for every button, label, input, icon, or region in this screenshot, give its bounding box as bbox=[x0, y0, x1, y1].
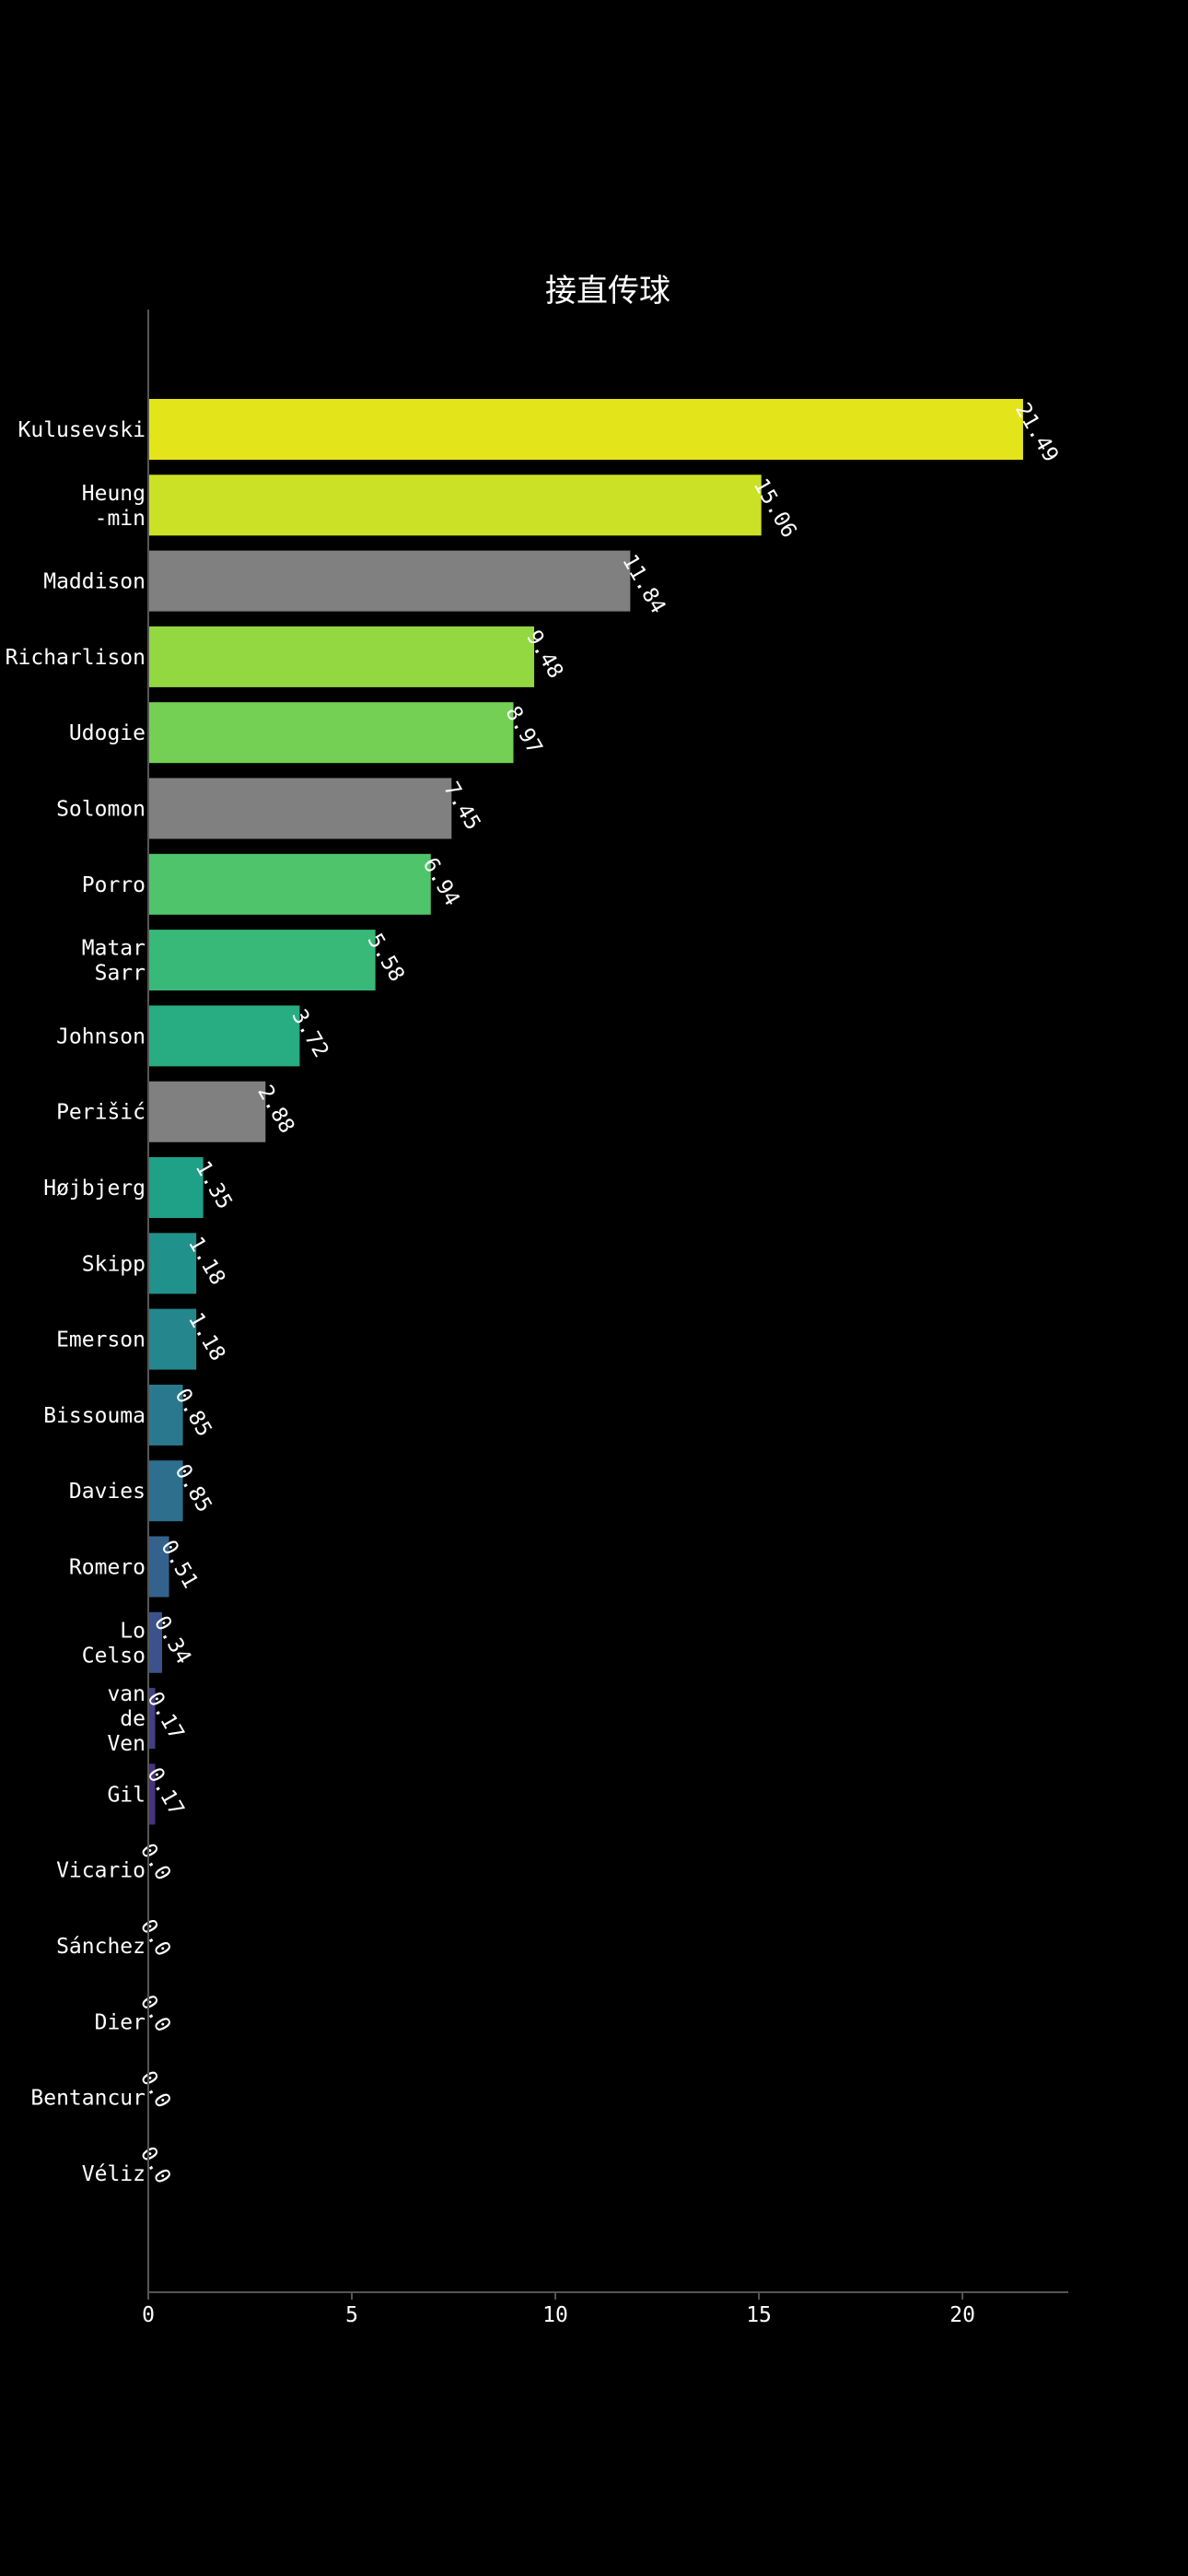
bar bbox=[148, 1308, 197, 1370]
category-label: Véliz bbox=[82, 2162, 146, 2186]
bar bbox=[148, 778, 452, 839]
bar bbox=[148, 399, 1023, 460]
bar bbox=[148, 1384, 183, 1446]
category-label: Davies bbox=[69, 1480, 146, 1504]
category-label: van de Ven bbox=[107, 1682, 146, 1756]
category-label: Maddison bbox=[43, 570, 146, 594]
bar bbox=[148, 1460, 183, 1522]
bars-layer bbox=[148, 399, 1023, 1825]
bar bbox=[148, 1081, 266, 1142]
category-label: Solomon bbox=[56, 798, 146, 822]
category-label: Kulusevski bbox=[18, 418, 146, 442]
x-tick-label: 20 bbox=[949, 2303, 975, 2327]
x-tick-label: 15 bbox=[746, 2303, 772, 2327]
x-tick-label: 10 bbox=[542, 2303, 568, 2327]
category-label: Vicario bbox=[56, 1859, 146, 1883]
category-label: Richarlison bbox=[6, 646, 146, 670]
axes: 0 5 10 15 20 bbox=[142, 310, 1068, 2327]
bar bbox=[148, 1536, 169, 1598]
bar bbox=[148, 930, 376, 991]
bar bbox=[148, 1233, 197, 1294]
category-label: Bentancur bbox=[30, 2087, 146, 2111]
category-label: Matar Sarr bbox=[82, 937, 146, 986]
bar bbox=[148, 702, 514, 764]
category-label: Sánchez bbox=[56, 1935, 146, 1959]
bar bbox=[148, 1763, 156, 1825]
category-labels: Kulusevski Heung -min Maddison Richarlison Ud… bbox=[6, 418, 146, 2186]
bar bbox=[148, 1611, 163, 1673]
category-label: Heung -min bbox=[82, 482, 146, 531]
x-tick-label: 5 bbox=[345, 2303, 358, 2327]
category-label: Lo Celso bbox=[82, 1619, 146, 1668]
category-label: Romero bbox=[69, 1556, 146, 1580]
bar bbox=[148, 1005, 300, 1067]
category-label: Skipp bbox=[82, 1252, 146, 1276]
bar bbox=[148, 1688, 156, 1750]
x-tick-label: 0 bbox=[142, 2303, 155, 2327]
bar bbox=[148, 1157, 204, 1218]
category-label: Gil bbox=[107, 1783, 146, 1807]
bar bbox=[148, 853, 431, 915]
category-label: Dier bbox=[95, 2010, 146, 2034]
bar bbox=[148, 626, 535, 687]
category-label: Bissouma bbox=[43, 1404, 146, 1428]
category-label: Udogie bbox=[69, 721, 146, 745]
category-label: Johnson bbox=[56, 1025, 146, 1048]
bar bbox=[148, 474, 762, 536]
category-label: Perišić bbox=[56, 1101, 146, 1125]
chart-title: 接直传球 bbox=[545, 273, 670, 310]
category-label: Emerson bbox=[56, 1329, 146, 1352]
bar bbox=[148, 550, 631, 612]
category-label: Porro bbox=[82, 873, 146, 897]
category-label: Højbjerg bbox=[43, 1177, 146, 1200]
